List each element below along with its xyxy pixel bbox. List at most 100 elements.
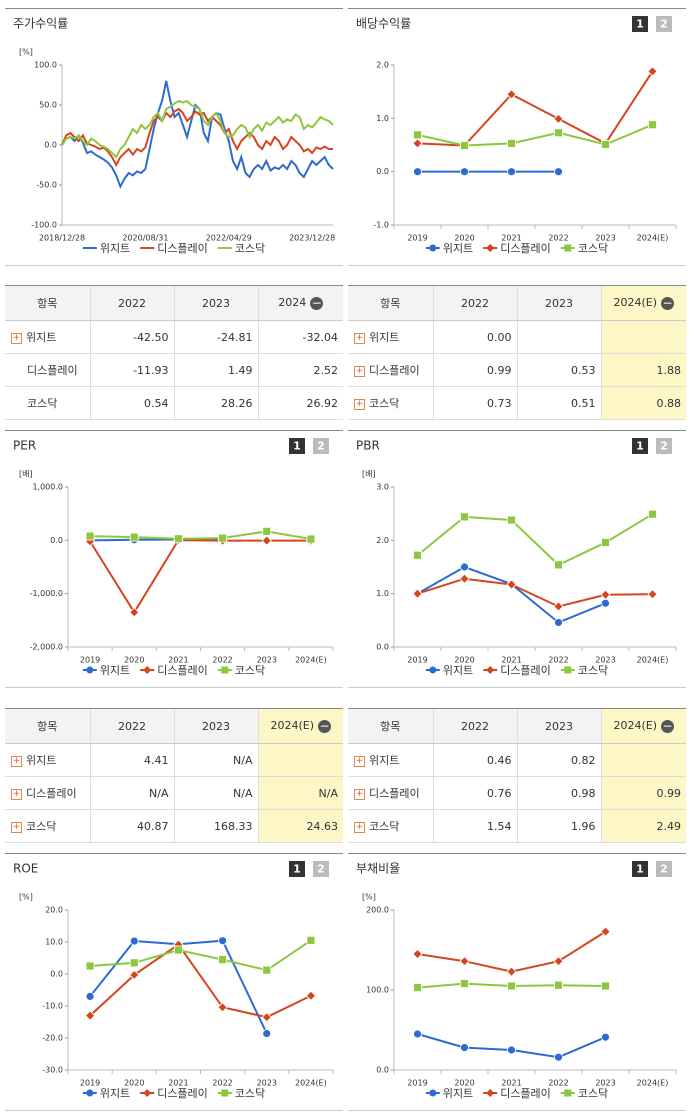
header-cell: 2022 [432, 708, 517, 744]
expand-icon[interactable]: + [11, 821, 22, 833]
series-line [89, 539, 311, 615]
header-label: 항목 [37, 297, 58, 310]
value-cell: N/A [173, 776, 258, 810]
y-tick-label: 0.0 [376, 1066, 389, 1075]
x-tick-label: 2022 [212, 656, 232, 665]
header-cell: 2024(E) − [600, 708, 686, 744]
data-point [174, 534, 183, 544]
collapse-icon[interactable]: − [661, 295, 675, 310]
x-tick-label: 2023 [257, 1079, 277, 1088]
page-button-label: 1 [636, 863, 644, 876]
header-row: 항목 2022 2023 2024− [5, 285, 343, 321]
expand-icon[interactable]: + [354, 365, 365, 377]
page-button[interactable] [656, 861, 672, 877]
y-tick-label: -10.0 [42, 1002, 63, 1011]
legend-label: 코스닥 [578, 242, 608, 255]
header-cell: 항목 [5, 285, 90, 321]
table-head: 항목 2022 2023 2024(E) − [5, 708, 343, 744]
legend: 위지트 디스플레이 코스닥 [82, 1087, 265, 1100]
legend-item: 코스닥 [560, 242, 608, 255]
table-body: + 위지트 0.00 + 디스플레이 0.99 0.53 1.88 + 코스닥 0.73 0.51 0.… [348, 320, 686, 420]
chart-panel: ROE 1 2 [%] -30.0 -20.0 -10.0 0.0 10.0 20.0 2019 20… [5, 853, 343, 1111]
data-point [262, 965, 272, 975]
data-point [460, 562, 469, 572]
value-cell: 1.49 [173, 353, 258, 387]
page-button[interactable] [656, 16, 672, 32]
header-label: 항목 [37, 720, 58, 733]
legend: 위지트 디스플레이 코스닥 [425, 664, 608, 677]
expand-icon[interactable]: + [11, 332, 22, 344]
row-name-cell: + 디스플레이 [348, 776, 433, 810]
data-point [129, 958, 139, 968]
page-button[interactable] [313, 438, 329, 454]
collapse-icon[interactable]: − [318, 718, 332, 733]
expand-icon[interactable]: + [11, 788, 22, 800]
legend-item: 코스닥 [217, 242, 265, 255]
collapse-icon[interactable]: − [661, 718, 675, 733]
data-point [85, 991, 95, 1001]
value-cell: 0.73 [432, 386, 517, 420]
data-row: + 위지트 -42.50 -24.81 -32.04 [5, 320, 343, 354]
y-tick-label: -1,000.0 [30, 589, 63, 598]
page-button[interactable] [632, 438, 648, 454]
row-name: 코스닥 [27, 397, 58, 410]
page-button[interactable] [289, 861, 305, 877]
expand-icon[interactable]: + [354, 788, 365, 800]
x-tick-label: 2022 [548, 234, 568, 243]
expand-icon[interactable]: + [354, 332, 365, 344]
page-button[interactable] [632, 861, 648, 877]
collapse-icon[interactable]: − [310, 295, 324, 310]
data-point [218, 955, 227, 964]
x-tick-label: 2018/12/28 [39, 234, 85, 243]
header-label: 2024(E) [613, 719, 658, 733]
row-name-cell: + 코스닥 [348, 809, 433, 843]
page-button[interactable] [289, 438, 305, 454]
data-table: 항목 2022 2023 2024(E) − + 위지트 0.46 0.82 + 디스플레이 0.76… [348, 708, 686, 843]
x-tick-label: 2024(E) [637, 234, 669, 243]
data-point [648, 120, 657, 130]
expand-icon[interactable]: + [354, 398, 365, 410]
header-label: 항목 [380, 720, 401, 733]
y-tick-label: 100.0 [34, 61, 57, 70]
row-name: 코스닥 [26, 820, 57, 833]
expand-icon[interactable]: + [354, 755, 365, 767]
data-point [129, 936, 139, 946]
legend-item: 코스닥 [560, 1087, 608, 1100]
legend: 위지트 디스플레이 코스닥 [425, 1087, 608, 1100]
data-point [305, 990, 316, 1001]
chart-panel: PER 1 2 [배] -2,000.0 -1,000.0 0.0 1,000.0 2019 20… [5, 430, 343, 688]
legend-label: 위지트 [100, 1087, 130, 1100]
x-tick-label: 2024(E) [637, 656, 669, 665]
page-button[interactable] [656, 438, 672, 454]
series-line [89, 943, 312, 1019]
row-name: 위지트 [369, 331, 400, 344]
page-button-label: 1 [293, 440, 301, 453]
data-point [412, 948, 423, 960]
legend-marker [564, 666, 572, 674]
expand-icon[interactable]: + [354, 821, 365, 833]
table-head: 항목 2022 2023 2024− [5, 285, 343, 321]
x-tick-label: 2021 [501, 1079, 521, 1088]
data-row: + 코스닥 0.73 0.51 0.88 [348, 386, 686, 420]
x-tick-label: 2021 [168, 656, 188, 665]
chart-title: PER [13, 439, 36, 453]
data-point [647, 589, 658, 600]
series-line [61, 80, 334, 190]
x-tick-label: 2022 [548, 1079, 568, 1088]
unit-label: [%] [362, 893, 376, 902]
expand-icon[interactable]: + [11, 755, 22, 767]
row-name: 디스플레이 [27, 364, 78, 377]
page-button[interactable] [313, 861, 329, 877]
value-cell: 1.88 [600, 353, 686, 387]
unit-label: [배] [362, 470, 376, 479]
data-point [647, 66, 658, 77]
legend-marker [429, 244, 437, 252]
data-point [85, 961, 95, 971]
value-cell: N/A [173, 743, 258, 777]
x-tick-label: 2023 [595, 234, 615, 243]
row-name-cell: + 디스플레이 [348, 353, 433, 387]
value-cell: 28.26 [173, 386, 258, 420]
row-name-cell: + 디스플레이 [5, 776, 90, 810]
row-name: 위지트 [369, 754, 400, 767]
page-button[interactable] [632, 16, 648, 32]
